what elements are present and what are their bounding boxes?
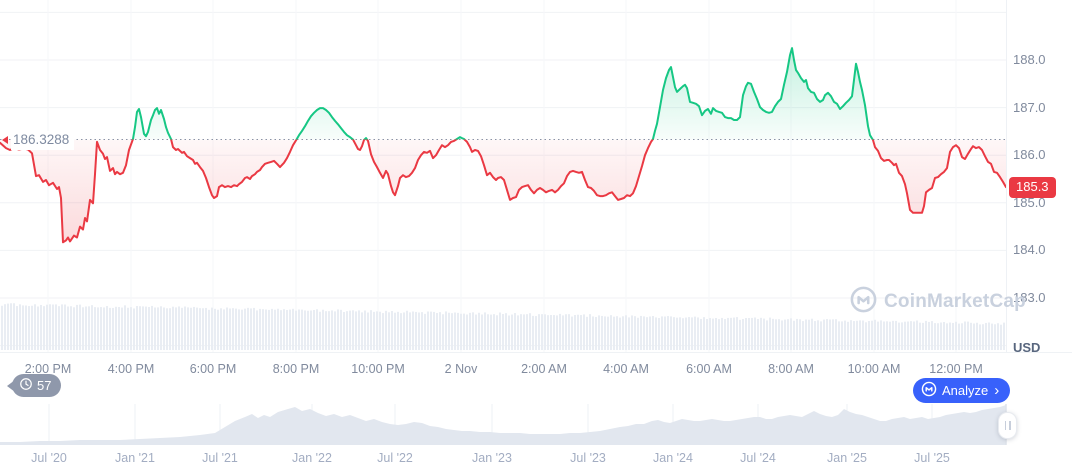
analyze-label: Analyze <box>942 383 989 398</box>
navigator-drag-handle[interactable] <box>998 412 1017 439</box>
time-axis-tick: 4:00 AM <box>603 362 649 376</box>
analyze-button[interactable]: Analyze › <box>913 378 1011 403</box>
time-axis-tick: 8:00 AM <box>768 362 814 376</box>
history-count-badge[interactable]: 57 <box>12 374 62 397</box>
navigator-axis-tick: Jan '25 <box>827 451 867 465</box>
currency-unit-label: USD <box>1013 340 1041 355</box>
time-axis-tick: 4:00 PM <box>107 362 155 376</box>
price-axis-tick: 188.0 <box>1013 52 1046 67</box>
price-axis-tick: 183.0 <box>1013 290 1046 305</box>
time-axis: 2:00 PM 4:00 PM 6:00 PM 8:00 PM 10:00 PM 2 No… <box>0 352 1072 384</box>
navigator-axis-tick: Jan '22 <box>292 451 332 465</box>
time-axis-tick: 2:00 PM <box>24 362 72 376</box>
time-axis-tick: 10:00 PM <box>351 362 405 376</box>
baseline-marker-icon <box>2 136 8 144</box>
clock-history-icon <box>19 377 33 394</box>
volume-bars <box>1 303 1005 350</box>
time-axis-tick: 10:00 AM <box>847 362 901 376</box>
time-axis-tick: 12:00 PM <box>929 362 983 376</box>
time-axis-tick: 6:00 AM <box>686 362 732 376</box>
price-axis-tick: 184.0 <box>1013 242 1046 258</box>
price-axis-tick: 185.0 <box>1013 194 1046 210</box>
history-count: 57 <box>37 378 52 393</box>
history-badge-tail <box>7 380 15 392</box>
navigator-axis-tick: Jul '24 <box>740 451 776 465</box>
range-navigator[interactable] <box>0 404 1007 446</box>
time-axis-tick: 2:00 AM <box>521 362 567 376</box>
chart-canvas[interactable] <box>0 0 1007 352</box>
navigator-axis-tick: Jul '23 <box>570 451 606 465</box>
baseline-price-label: 186.3288 <box>11 131 75 150</box>
price-axis-tick: 186.0 <box>1013 147 1046 163</box>
watermark: CoinMarketCap <box>850 286 1026 318</box>
navigator-axis-tick: Jul '21 <box>202 451 238 465</box>
time-axis-tick: 8:00 PM <box>272 362 320 376</box>
navigator-axis-tick: Jan '21 <box>115 451 155 465</box>
navigator-axis-tick: Jul '25 <box>914 451 950 465</box>
time-axis-tick: 6:00 PM <box>189 362 237 376</box>
coinmarketcap-logo-icon <box>921 381 937 400</box>
time-axis-tick: 2 Nov <box>444 362 478 376</box>
chevron-right-icon: › <box>994 381 1000 399</box>
price-axis-tick: 187.0 <box>1013 99 1046 115</box>
coinmarketcap-logo-icon <box>850 286 877 318</box>
navigator-axis-tick: Jul '20 <box>31 451 67 465</box>
navigator-axis-tick: Jul '22 <box>377 451 413 465</box>
watermark-text: CoinMarketCap <box>884 291 1026 312</box>
navigator-axis-tick: Jan '24 <box>653 451 693 465</box>
navigator-axis-tick: Jan '23 <box>472 451 512 465</box>
current-price-badge: 185.3 <box>1009 177 1056 198</box>
